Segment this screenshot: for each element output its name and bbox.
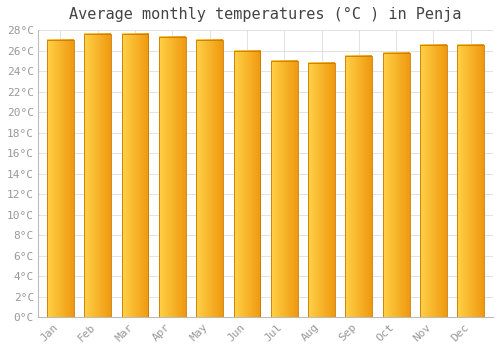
Bar: [196, 40, 223, 317]
Bar: [84, 34, 111, 317]
Bar: [122, 34, 148, 317]
Bar: [159, 37, 186, 317]
Bar: [346, 56, 372, 317]
Bar: [382, 52, 409, 317]
Bar: [420, 46, 447, 317]
Bar: [47, 40, 74, 317]
Title: Average monthly temperatures (°C ) in Penja: Average monthly temperatures (°C ) in Pe…: [70, 7, 462, 22]
Bar: [308, 63, 335, 317]
Bar: [458, 46, 484, 317]
Bar: [271, 61, 297, 317]
Bar: [234, 51, 260, 317]
